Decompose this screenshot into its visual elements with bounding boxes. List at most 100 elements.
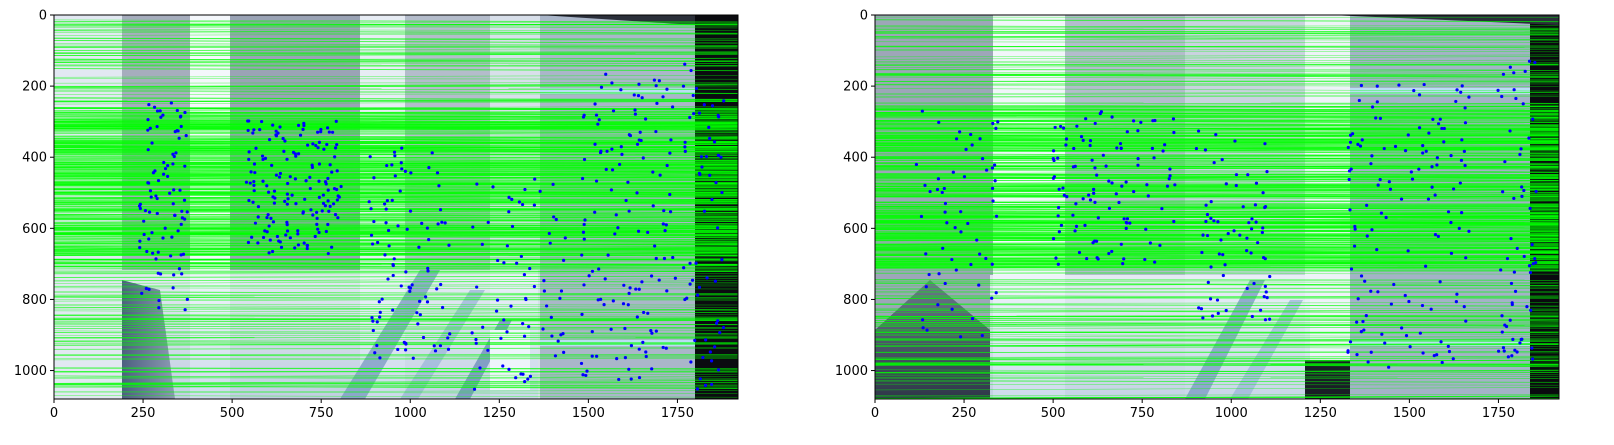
keypoint — [1252, 281, 1256, 286]
keypoint — [435, 171, 440, 175]
keypoint — [1362, 328, 1366, 332]
keypoint — [1056, 214, 1060, 218]
keypoint — [333, 146, 338, 150]
keypoint — [474, 341, 478, 345]
keypoint — [593, 142, 597, 146]
match-line — [875, 263, 1559, 267]
keypoint — [1160, 206, 1164, 211]
match-line — [54, 112, 738, 116]
keypoint — [1093, 121, 1097, 126]
keypoint — [1426, 197, 1431, 201]
y-tick-label: 0 — [860, 9, 868, 24]
match-line — [54, 91, 738, 94]
keypoint — [609, 327, 613, 331]
keypoint — [1435, 163, 1439, 167]
keypoint — [703, 383, 708, 387]
keypoint — [526, 377, 530, 381]
keypoint — [1359, 330, 1363, 334]
keypoint — [1208, 297, 1213, 301]
keypoint — [1462, 305, 1466, 309]
keypoint — [180, 272, 184, 276]
keypoint — [1446, 210, 1451, 214]
keypoint — [520, 202, 525, 207]
match-line — [875, 73, 1559, 76]
y-tick-label: 200 — [22, 80, 47, 95]
match-line — [54, 375, 738, 379]
keypoint — [1203, 148, 1208, 152]
keypoint — [1520, 337, 1524, 341]
keypoint — [1223, 263, 1227, 267]
keypoint — [317, 179, 321, 183]
match-line — [875, 351, 1559, 353]
match-line — [875, 323, 1559, 327]
keypoint — [326, 222, 330, 227]
keypoint — [471, 225, 475, 229]
keypoint — [1216, 220, 1220, 224]
keypoint — [1092, 191, 1096, 195]
keypoint — [1408, 345, 1412, 349]
keypoint — [1529, 308, 1533, 312]
match-line — [875, 225, 1559, 228]
left-axis-ticks: 0 250 500 750 1000 1250 1500 1750 0 200 400 600 800 1… — [14, 9, 694, 422]
keypoint — [408, 286, 413, 290]
keypoint — [316, 130, 320, 134]
keypoint — [1376, 290, 1380, 294]
keypoint — [959, 230, 963, 234]
keypoint — [693, 338, 697, 342]
keypoint — [372, 219, 376, 224]
keypoint — [1087, 193, 1091, 197]
keypoint — [326, 251, 330, 256]
x-tick-label: 1500 — [1393, 406, 1426, 421]
match-line — [875, 206, 1559, 209]
keypoint — [1417, 167, 1421, 171]
match-line — [54, 218, 738, 221]
keypoint — [391, 273, 395, 278]
keypoint — [964, 147, 968, 151]
keypoint — [1051, 176, 1056, 180]
keypoint — [590, 330, 594, 334]
keypoint — [688, 261, 692, 265]
keypoint — [252, 128, 256, 132]
keypoint — [404, 348, 408, 352]
keypoint — [651, 170, 655, 174]
keypoint — [1388, 187, 1393, 191]
keypoint — [174, 151, 178, 155]
keypoint — [324, 182, 328, 186]
match-line — [54, 132, 738, 137]
keypoint — [251, 131, 255, 135]
keypoint — [609, 188, 614, 192]
match-line — [875, 229, 1559, 233]
keypoint — [408, 209, 413, 213]
match-line — [875, 295, 1559, 299]
keypoint — [261, 235, 266, 240]
keypoint — [265, 215, 269, 220]
keypoint — [256, 205, 261, 209]
keypoint — [427, 237, 431, 242]
keypoint — [1463, 163, 1467, 168]
keypoint — [643, 117, 648, 121]
keypoint — [411, 356, 415, 360]
keypoint — [644, 350, 648, 354]
keypoint — [1378, 177, 1382, 182]
keypoint — [1355, 320, 1359, 324]
keypoint — [584, 373, 588, 378]
keypoint — [263, 156, 268, 161]
match-line — [875, 359, 1559, 364]
match-line — [875, 324, 1559, 327]
match-line — [875, 207, 1559, 211]
keypoint — [1268, 317, 1272, 321]
keypoint — [1088, 139, 1093, 143]
keypoint — [1115, 146, 1119, 150]
keypoint — [286, 197, 290, 201]
keypoint — [168, 191, 172, 195]
match-line — [875, 244, 1559, 247]
match-line — [54, 293, 738, 297]
match-line — [54, 334, 738, 337]
match-line — [875, 355, 1559, 358]
keypoint — [650, 367, 654, 371]
match-line — [875, 189, 1559, 192]
match-line — [875, 318, 1559, 320]
match-line — [875, 209, 1559, 213]
keypoint — [1056, 206, 1061, 210]
keypoint — [246, 240, 251, 245]
